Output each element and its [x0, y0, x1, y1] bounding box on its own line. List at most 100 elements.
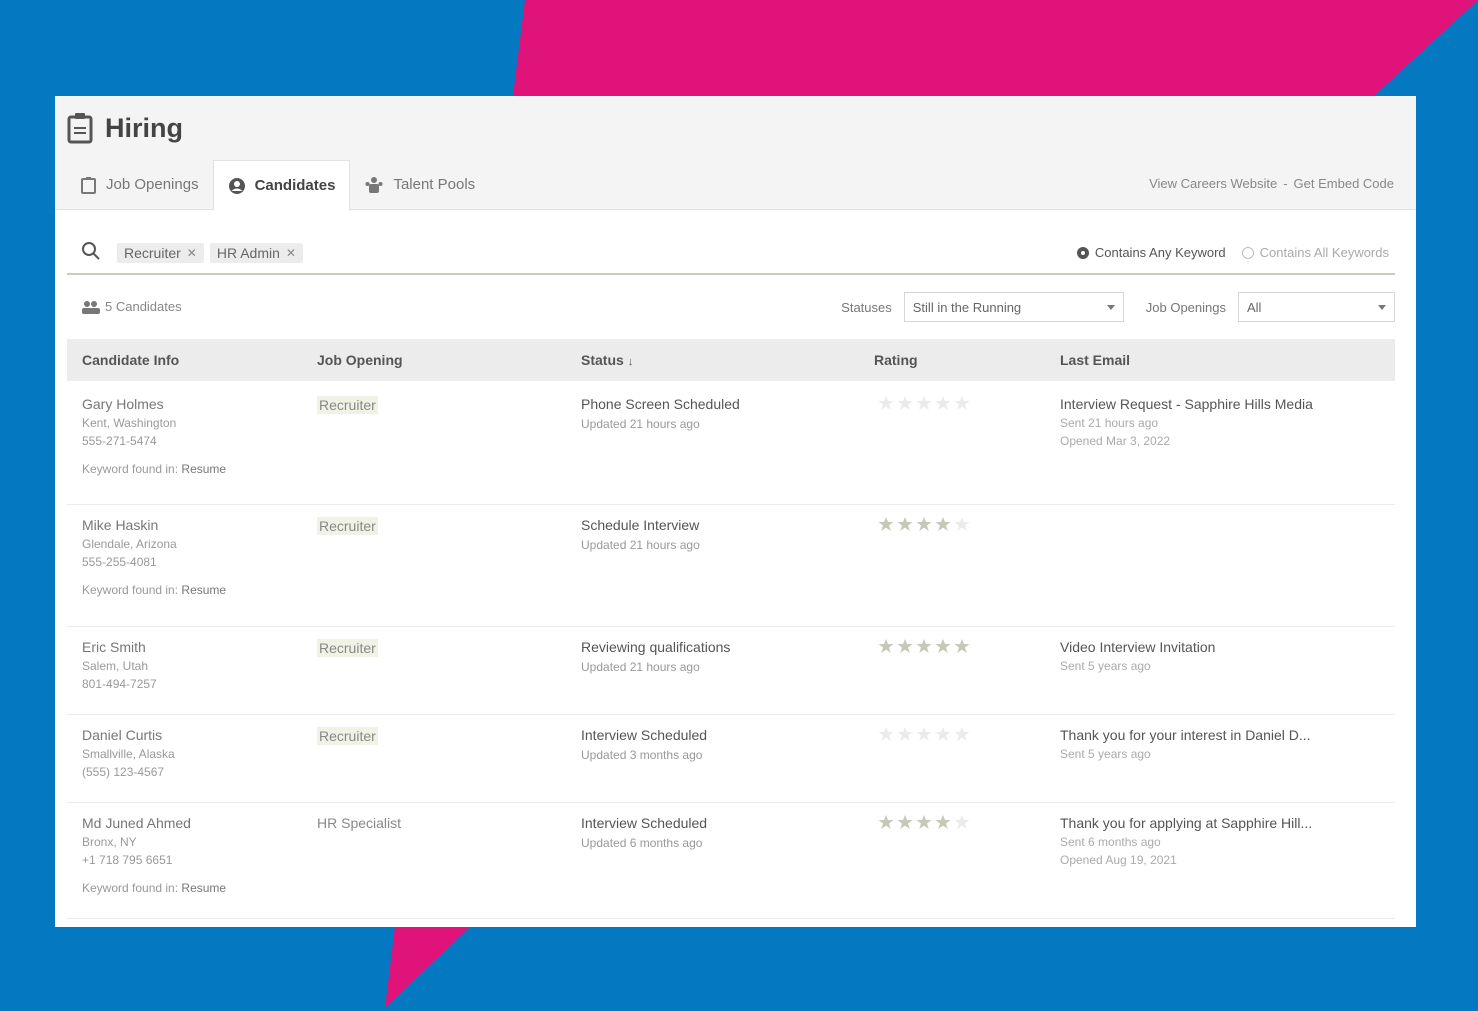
- table-row[interactable]: Eric Smith Salem, Utah 801-494-7257 Recruit…: [67, 626, 1395, 715]
- candidate-name-link[interactable]: Eric Smith: [82, 639, 146, 655]
- table-row[interactable]: Mike Haskin Glendale, Arizona 555-255-4081…: [67, 504, 1395, 627]
- last-email-cell: Thank you for your interest in Daniel D.…: [1060, 727, 1311, 761]
- email-subject-link[interactable]: Thank you for your interest in Daniel D.…: [1060, 727, 1311, 743]
- email-opened: Opened Aug 19, 2021: [1060, 853, 1177, 867]
- star-empty-icon[interactable]: [916, 395, 932, 411]
- email-sent: Sent 5 years ago: [1060, 747, 1151, 761]
- radio-label: Contains All Keywords: [1259, 245, 1389, 260]
- candidate-location: Salem, Utah: [82, 659, 149, 673]
- star-empty-icon[interactable]: [954, 516, 970, 532]
- candidate-phone: +1 718 795 6651: [82, 853, 173, 867]
- status-text[interactable]: Schedule Interview: [581, 517, 700, 533]
- rating-stars[interactable]: [878, 638, 970, 654]
- star-empty-icon[interactable]: [916, 726, 932, 742]
- tab-job-openings[interactable]: Job Openings: [67, 160, 213, 209]
- star-empty-icon[interactable]: [878, 395, 894, 411]
- keyword-search-bar[interactable]: Recruiter ✕ HR Admin ✕ Contains Any Keyw…: [67, 233, 1395, 275]
- candidate-name-link[interactable]: Gary Holmes: [82, 396, 164, 412]
- candidate-location: Kent, Washington: [82, 416, 177, 430]
- star-empty-icon[interactable]: [954, 814, 970, 830]
- chip-label: Recruiter: [124, 245, 181, 261]
- keyword-found: Keyword found in: Resume: [82, 583, 226, 597]
- contains-any-radio[interactable]: Contains Any Keyword: [1076, 245, 1226, 260]
- last-email-cell: Interview Request - Sapphire Hills Media…: [1060, 396, 1313, 448]
- rating-stars[interactable]: [878, 516, 970, 532]
- job-opening-link[interactable]: Recruiter: [317, 396, 378, 414]
- candidate-location: Smallville, Alaska: [82, 747, 175, 761]
- keyword-found-value[interactable]: Resume: [181, 462, 227, 476]
- rating-stars[interactable]: [878, 726, 970, 742]
- star-empty-icon[interactable]: [897, 395, 913, 411]
- search-icon[interactable]: [81, 241, 101, 261]
- star-filled-icon[interactable]: [954, 638, 970, 654]
- status-text[interactable]: Interview Scheduled: [581, 727, 708, 743]
- header-status-label: Status: [581, 352, 624, 368]
- star-filled-icon[interactable]: [897, 516, 913, 532]
- job-openings-value: All: [1247, 299, 1262, 315]
- table-row[interactable]: Gary Holmes Kent, Washington 555-271-5474 K…: [67, 383, 1395, 505]
- star-empty-icon[interactable]: [897, 726, 913, 742]
- tab-candidates[interactable]: Candidates: [212, 160, 351, 211]
- rating-stars[interactable]: [878, 395, 970, 411]
- status-text[interactable]: Phone Screen Scheduled: [581, 396, 740, 412]
- star-empty-icon[interactable]: [935, 726, 951, 742]
- star-filled-icon[interactable]: [935, 516, 951, 532]
- app-title-text: Hiring: [105, 112, 183, 143]
- star-filled-icon[interactable]: [897, 638, 913, 654]
- candidate-name-link[interactable]: Daniel Curtis: [82, 727, 163, 743]
- star-filled-icon[interactable]: [935, 814, 951, 830]
- keyword-chip: HR Admin ✕: [209, 243, 303, 263]
- job-opening-link[interactable]: Recruiter: [317, 727, 378, 745]
- job-opening-link[interactable]: Recruiter: [317, 517, 378, 535]
- close-icon[interactable]: ✕: [186, 246, 197, 260]
- candidate-name-link[interactable]: Md Juned Ahmed: [82, 815, 191, 831]
- star-empty-icon[interactable]: [878, 726, 894, 742]
- candidate-info: Mike Haskin Glendale, Arizona 555-255-4081…: [82, 517, 226, 597]
- rating-stars[interactable]: [878, 814, 970, 830]
- star-empty-icon[interactable]: [935, 395, 951, 411]
- tab-talent-pools[interactable]: Talent Pools: [350, 160, 489, 209]
- star-filled-icon[interactable]: [878, 516, 894, 532]
- star-filled-icon[interactable]: [897, 814, 913, 830]
- header-status[interactable]: Status ↓: [581, 352, 633, 368]
- star-filled-icon[interactable]: [878, 638, 894, 654]
- view-careers-link[interactable]: View Careers Website: [1149, 176, 1278, 191]
- last-email-cell: Thank you for applying at Sapphire Hill.…: [1060, 815, 1312, 867]
- keyword-found-label: Keyword found in:: [82, 583, 182, 597]
- header-job-opening[interactable]: Job Opening: [317, 352, 403, 368]
- embed-code-link[interactable]: Get Embed Code: [1293, 176, 1394, 191]
- filters: Statuses Still in the Running Job Openin…: [841, 292, 1395, 322]
- email-subject-link[interactable]: Video Interview Invitation: [1060, 639, 1216, 655]
- chip-label: HR Admin: [216, 245, 280, 261]
- candidate-name-link[interactable]: Mike Haskin: [82, 517, 159, 533]
- status-text[interactable]: Reviewing qualifications: [581, 639, 731, 655]
- close-icon[interactable]: ✕: [285, 246, 296, 260]
- job-openings-select[interactable]: All: [1238, 292, 1395, 322]
- star-filled-icon[interactable]: [916, 814, 932, 830]
- header-rating[interactable]: Rating: [874, 352, 918, 368]
- star-empty-icon[interactable]: [954, 726, 970, 742]
- status-cell: Phone Screen Scheduled Updated 21 hours a…: [581, 396, 740, 431]
- star-filled-icon[interactable]: [935, 638, 951, 654]
- job-opening-link[interactable]: Recruiter: [317, 639, 378, 657]
- status-cell: Interview Scheduled Updated 6 months ago: [581, 815, 707, 850]
- keyword-found-value[interactable]: Resume: [181, 583, 227, 597]
- table-row[interactable]: Daniel Curtis Smallville, Alaska (555) 123…: [67, 714, 1395, 803]
- star-filled-icon[interactable]: [916, 638, 932, 654]
- user-circle-icon: [228, 177, 245, 194]
- email-subject-link[interactable]: Interview Request - Sapphire Hills Media: [1060, 396, 1313, 412]
- star-empty-icon[interactable]: [954, 395, 970, 411]
- keyword-found: Keyword found in: Resume: [82, 881, 226, 895]
- table-row[interactable]: Md Juned Ahmed Bronx, NY +1 718 795 6651 Ke…: [67, 802, 1395, 919]
- email-subject-link[interactable]: Thank you for applying at Sapphire Hill.…: [1060, 815, 1313, 831]
- status-text[interactable]: Interview Scheduled: [581, 815, 708, 831]
- star-filled-icon[interactable]: [878, 814, 894, 830]
- keyword-found-value[interactable]: Resume: [181, 881, 227, 895]
- header-last-email[interactable]: Last Email: [1060, 352, 1131, 368]
- statuses-value: Still in the Running: [912, 299, 1022, 315]
- job-opening-link[interactable]: HR Specialist: [317, 815, 402, 831]
- header-candidate-info[interactable]: Candidate Info: [82, 352, 180, 368]
- star-filled-icon[interactable]: [916, 516, 932, 532]
- statuses-select[interactable]: Still in the Running: [903, 292, 1124, 322]
- contains-all-radio[interactable]: Contains All Keywords: [1241, 245, 1389, 260]
